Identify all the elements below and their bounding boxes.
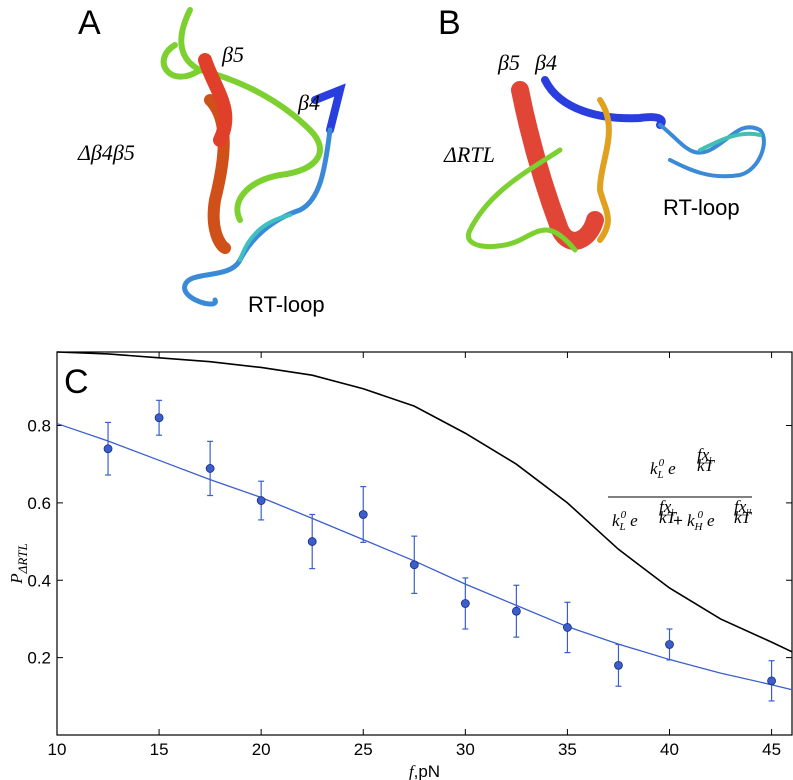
protein-b bbox=[465, 76, 766, 253]
formula-k: k bbox=[650, 459, 658, 478]
formula-exp-num: fxL bbox=[659, 497, 675, 516]
data-point bbox=[307, 537, 317, 546]
y-axis-label: PΔRTL bbox=[7, 543, 30, 584]
x-tick-label: 35 bbox=[558, 740, 577, 759]
data-point bbox=[358, 510, 368, 519]
structure-label: RT-loop bbox=[663, 195, 740, 220]
x-axis-label-unit: ,pN bbox=[414, 762, 440, 780]
y-axis-label-main: P bbox=[7, 573, 26, 584]
formula-plus: + bbox=[673, 511, 683, 530]
formula-e: e bbox=[707, 511, 715, 530]
x-tick-label: 25 bbox=[354, 740, 373, 759]
plot-frame bbox=[56, 351, 793, 736]
formula-exp-sub: L bbox=[670, 508, 675, 516]
formula-exp-sub: H bbox=[745, 508, 752, 516]
data-point bbox=[614, 660, 623, 670]
formula-term: kH0 e bbox=[687, 509, 715, 533]
data-point bbox=[205, 464, 215, 473]
structure-label: β5 bbox=[221, 42, 244, 67]
y-tick-label: 0.6 bbox=[27, 494, 51, 513]
panel-label: A bbox=[78, 4, 101, 42]
formula-sup: 0 bbox=[659, 457, 665, 469]
formula-e: e bbox=[668, 459, 676, 478]
structure-label: β4 bbox=[297, 90, 320, 115]
formula-k: k bbox=[687, 511, 695, 530]
formula-term: kL0 e bbox=[650, 457, 676, 481]
x-tick-label: 45 bbox=[762, 740, 781, 759]
formula-k: k bbox=[612, 511, 620, 530]
data-point bbox=[256, 496, 266, 505]
formula-exp-fx: fx bbox=[659, 497, 672, 516]
formula-sup: 0 bbox=[698, 509, 704, 521]
panel-label: B bbox=[438, 4, 461, 42]
structure-label: β4 bbox=[534, 50, 557, 75]
data-point bbox=[154, 413, 164, 423]
formula-e: e bbox=[630, 511, 638, 530]
y-tick-label: 0.4 bbox=[27, 571, 51, 590]
x-tick-label: 30 bbox=[456, 740, 475, 759]
structure-label: ΔRTL bbox=[443, 142, 495, 167]
formula-exp-den: kT bbox=[659, 508, 678, 527]
formula-exp-den: kT bbox=[697, 456, 716, 475]
formula-exp-den: kT bbox=[734, 508, 753, 527]
data-point bbox=[103, 444, 113, 454]
data-point bbox=[665, 640, 674, 649]
data-point bbox=[409, 560, 419, 570]
y-axis-label-sub: ΔRTL bbox=[15, 543, 30, 574]
data-point bbox=[767, 676, 776, 686]
x-tick-label: 20 bbox=[252, 740, 271, 759]
structure-label: RT-loop bbox=[248, 292, 325, 317]
formula-sub: L bbox=[619, 521, 626, 533]
data-point bbox=[460, 599, 470, 608]
data-point bbox=[563, 623, 572, 632]
formula-exp-fx: fx bbox=[697, 445, 710, 464]
panel-label: C bbox=[64, 363, 89, 401]
x-tick-label: 40 bbox=[660, 740, 679, 759]
protein-a bbox=[160, 7, 346, 307]
curve bbox=[56, 351, 793, 653]
structure-label: Δβ4β5 bbox=[77, 140, 135, 165]
formula-exp-fx: fx bbox=[734, 497, 747, 516]
formula-exp-num: fxL bbox=[697, 445, 713, 464]
formula-exp-sub: L bbox=[708, 456, 713, 464]
formula-exp-num: fxH bbox=[734, 497, 752, 516]
x-axis-label-var: f bbox=[409, 762, 416, 780]
x-tick-label: 10 bbox=[48, 740, 67, 759]
y-tick-label: 0.8 bbox=[27, 417, 51, 436]
curve bbox=[56, 422, 793, 691]
formula-sub: H bbox=[694, 521, 704, 533]
x-axis-label: f,pN bbox=[409, 762, 440, 780]
x-tick-label: 15 bbox=[150, 740, 169, 759]
formula-term: kL0 e bbox=[612, 509, 638, 533]
formula-sup: 0 bbox=[621, 509, 627, 521]
data-point bbox=[511, 606, 521, 616]
formula-sub: L bbox=[657, 469, 664, 481]
y-tick-label: 0.2 bbox=[27, 649, 51, 668]
structure-label: β5 bbox=[497, 50, 520, 75]
